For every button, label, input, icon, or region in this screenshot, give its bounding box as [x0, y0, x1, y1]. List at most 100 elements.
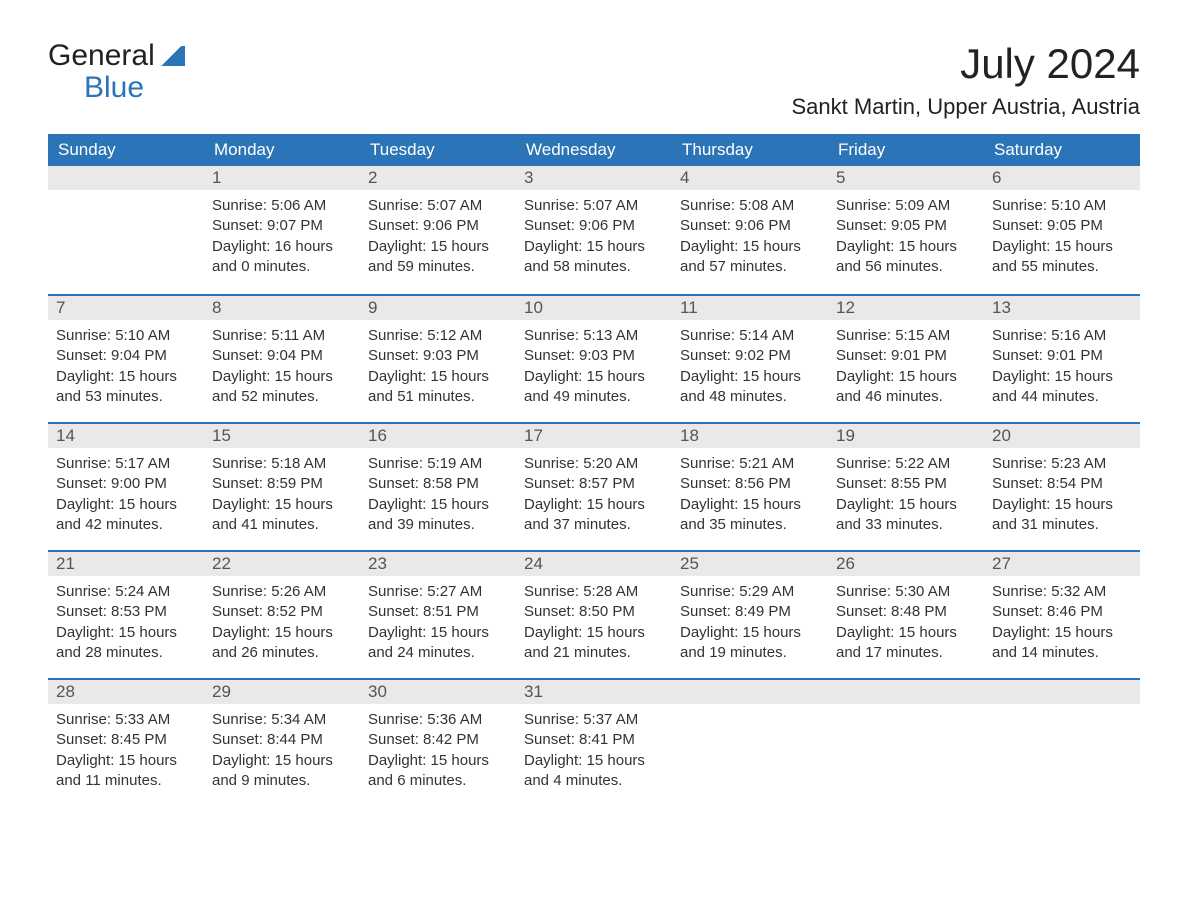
day-cell: 25Sunrise: 5:29 AMSunset: 8:49 PMDayligh…: [672, 552, 828, 678]
sunrise-text: Sunrise: 5:17 AM: [56, 454, 196, 474]
day-cell: 5Sunrise: 5:09 AMSunset: 9:05 PMDaylight…: [828, 166, 984, 294]
day-data: Sunrise: 5:10 AMSunset: 9:05 PMDaylight:…: [984, 190, 1140, 291]
sunset-text: Sunset: 8:50 PM: [524, 602, 664, 622]
day-cell: [672, 680, 828, 806]
sunrise-text: Sunrise: 5:06 AM: [212, 196, 352, 216]
day-number: 29: [204, 680, 360, 704]
daylight-text: Daylight: 15 hours and 17 minutes.: [836, 623, 976, 664]
day-cell: 21Sunrise: 5:24 AMSunset: 8:53 PMDayligh…: [48, 552, 204, 678]
sunrise-text: Sunrise: 5:34 AM: [212, 710, 352, 730]
day-cell: 6Sunrise: 5:10 AMSunset: 9:05 PMDaylight…: [984, 166, 1140, 294]
sunrise-text: Sunrise: 5:37 AM: [524, 710, 664, 730]
sunrise-text: Sunrise: 5:07 AM: [368, 196, 508, 216]
day-cell: 29Sunrise: 5:34 AMSunset: 8:44 PMDayligh…: [204, 680, 360, 806]
day-number: 28: [48, 680, 204, 704]
sunset-text: Sunset: 8:42 PM: [368, 730, 508, 750]
weeks-container: 1Sunrise: 5:06 AMSunset: 9:07 PMDaylight…: [48, 166, 1140, 806]
day-cell: 18Sunrise: 5:21 AMSunset: 8:56 PMDayligh…: [672, 424, 828, 550]
day-number: 27: [984, 552, 1140, 576]
sunset-text: Sunset: 8:56 PM: [680, 474, 820, 494]
week-row: 14Sunrise: 5:17 AMSunset: 9:00 PMDayligh…: [48, 422, 1140, 550]
sunrise-text: Sunrise: 5:07 AM: [524, 196, 664, 216]
dow-tuesday: Tuesday: [360, 134, 516, 166]
sunrise-text: Sunrise: 5:29 AM: [680, 582, 820, 602]
day-data: Sunrise: 5:11 AMSunset: 9:04 PMDaylight:…: [204, 320, 360, 421]
sunset-text: Sunset: 8:46 PM: [992, 602, 1132, 622]
day-number: 20: [984, 424, 1140, 448]
day-cell: 9Sunrise: 5:12 AMSunset: 9:03 PMDaylight…: [360, 296, 516, 422]
daylight-text: Daylight: 15 hours and 35 minutes.: [680, 495, 820, 536]
sunrise-text: Sunrise: 5:10 AM: [992, 196, 1132, 216]
sunrise-text: Sunrise: 5:33 AM: [56, 710, 196, 730]
day-cell: 11Sunrise: 5:14 AMSunset: 9:02 PMDayligh…: [672, 296, 828, 422]
day-cell: 28Sunrise: 5:33 AMSunset: 8:45 PMDayligh…: [48, 680, 204, 806]
sunrise-text: Sunrise: 5:20 AM: [524, 454, 664, 474]
sunset-text: Sunset: 8:54 PM: [992, 474, 1132, 494]
day-cell: 12Sunrise: 5:15 AMSunset: 9:01 PMDayligh…: [828, 296, 984, 422]
day-cell: 7Sunrise: 5:10 AMSunset: 9:04 PMDaylight…: [48, 296, 204, 422]
day-cell: 17Sunrise: 5:20 AMSunset: 8:57 PMDayligh…: [516, 424, 672, 550]
sunset-text: Sunset: 8:53 PM: [56, 602, 196, 622]
sunset-text: Sunset: 8:55 PM: [836, 474, 976, 494]
sunrise-text: Sunrise: 5:08 AM: [680, 196, 820, 216]
day-data: Sunrise: 5:24 AMSunset: 8:53 PMDaylight:…: [48, 576, 204, 677]
sunrise-text: Sunrise: 5:26 AM: [212, 582, 352, 602]
day-number: 4: [672, 166, 828, 190]
sunrise-text: Sunrise: 5:15 AM: [836, 326, 976, 346]
day-number: [828, 680, 984, 704]
day-cell: 3Sunrise: 5:07 AMSunset: 9:06 PMDaylight…: [516, 166, 672, 294]
day-data: Sunrise: 5:19 AMSunset: 8:58 PMDaylight:…: [360, 448, 516, 549]
day-cell: 13Sunrise: 5:16 AMSunset: 9:01 PMDayligh…: [984, 296, 1140, 422]
sunrise-text: Sunrise: 5:10 AM: [56, 326, 196, 346]
sunset-text: Sunset: 9:06 PM: [368, 216, 508, 236]
day-cell: 14Sunrise: 5:17 AMSunset: 9:00 PMDayligh…: [48, 424, 204, 550]
day-data: Sunrise: 5:15 AMSunset: 9:01 PMDaylight:…: [828, 320, 984, 421]
day-cell: 22Sunrise: 5:26 AMSunset: 8:52 PMDayligh…: [204, 552, 360, 678]
sunset-text: Sunset: 9:01 PM: [836, 346, 976, 366]
day-number: 2: [360, 166, 516, 190]
sunset-text: Sunset: 9:04 PM: [56, 346, 196, 366]
month-title: July 2024: [792, 40, 1141, 88]
day-number: 9: [360, 296, 516, 320]
day-data: Sunrise: 5:07 AMSunset: 9:06 PMDaylight:…: [360, 190, 516, 291]
daylight-text: Daylight: 15 hours and 19 minutes.: [680, 623, 820, 664]
daylight-text: Daylight: 15 hours and 39 minutes.: [368, 495, 508, 536]
daylight-text: Daylight: 15 hours and 28 minutes.: [56, 623, 196, 664]
sunrise-text: Sunrise: 5:13 AM: [524, 326, 664, 346]
logo-text-2: Blue: [84, 72, 185, 104]
sunset-text: Sunset: 9:05 PM: [836, 216, 976, 236]
day-number: 13: [984, 296, 1140, 320]
day-data: Sunrise: 5:36 AMSunset: 8:42 PMDaylight:…: [360, 704, 516, 805]
daylight-text: Daylight: 15 hours and 41 minutes.: [212, 495, 352, 536]
day-data: Sunrise: 5:18 AMSunset: 8:59 PMDaylight:…: [204, 448, 360, 549]
sunrise-text: Sunrise: 5:24 AM: [56, 582, 196, 602]
logo-flag-icon: [159, 46, 185, 66]
sunset-text: Sunset: 8:58 PM: [368, 474, 508, 494]
day-data: Sunrise: 5:14 AMSunset: 9:02 PMDaylight:…: [672, 320, 828, 421]
sunset-text: Sunset: 8:44 PM: [212, 730, 352, 750]
day-number: 15: [204, 424, 360, 448]
day-number: 19: [828, 424, 984, 448]
day-number: 11: [672, 296, 828, 320]
day-cell: 2Sunrise: 5:07 AMSunset: 9:06 PMDaylight…: [360, 166, 516, 294]
day-cell: 1Sunrise: 5:06 AMSunset: 9:07 PMDaylight…: [204, 166, 360, 294]
day-cell: 20Sunrise: 5:23 AMSunset: 8:54 PMDayligh…: [984, 424, 1140, 550]
sunset-text: Sunset: 8:51 PM: [368, 602, 508, 622]
day-cell: 15Sunrise: 5:18 AMSunset: 8:59 PMDayligh…: [204, 424, 360, 550]
day-number: 5: [828, 166, 984, 190]
day-data: Sunrise: 5:29 AMSunset: 8:49 PMDaylight:…: [672, 576, 828, 677]
day-data: Sunrise: 5:22 AMSunset: 8:55 PMDaylight:…: [828, 448, 984, 549]
day-number: 1: [204, 166, 360, 190]
dow-friday: Friday: [828, 134, 984, 166]
day-data: Sunrise: 5:23 AMSunset: 8:54 PMDaylight:…: [984, 448, 1140, 549]
day-number: 18: [672, 424, 828, 448]
day-cell: 19Sunrise: 5:22 AMSunset: 8:55 PMDayligh…: [828, 424, 984, 550]
day-number: 7: [48, 296, 204, 320]
daylight-text: Daylight: 15 hours and 59 minutes.: [368, 237, 508, 278]
daylight-text: Daylight: 15 hours and 4 minutes.: [524, 751, 664, 792]
day-data: Sunrise: 5:27 AMSunset: 8:51 PMDaylight:…: [360, 576, 516, 677]
week-row: 7Sunrise: 5:10 AMSunset: 9:04 PMDaylight…: [48, 294, 1140, 422]
sunrise-text: Sunrise: 5:19 AM: [368, 454, 508, 474]
day-data: Sunrise: 5:21 AMSunset: 8:56 PMDaylight:…: [672, 448, 828, 549]
daylight-text: Daylight: 15 hours and 33 minutes.: [836, 495, 976, 536]
